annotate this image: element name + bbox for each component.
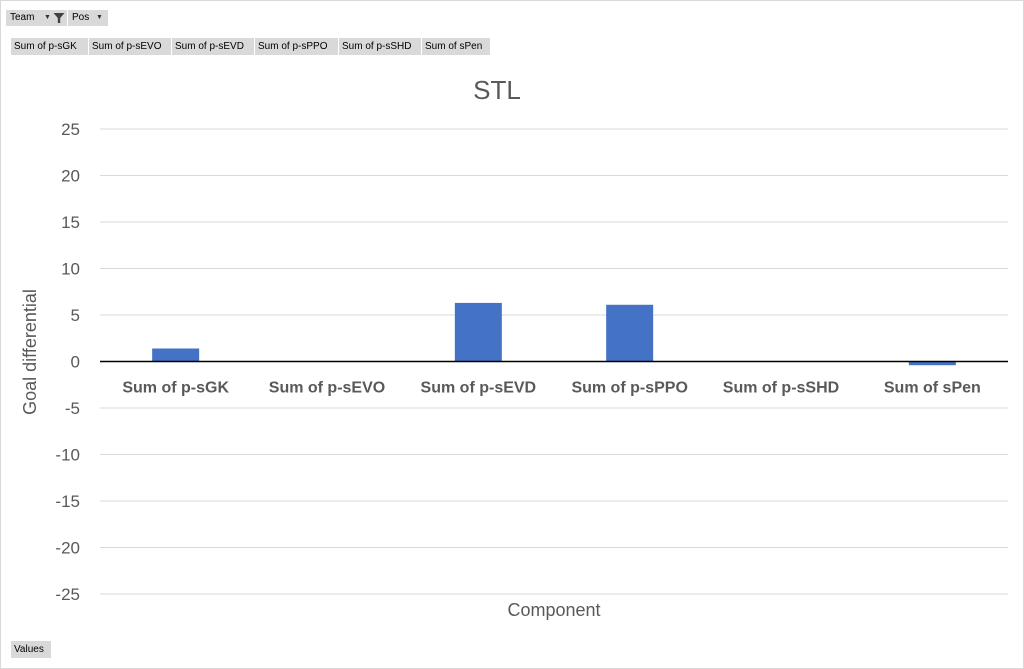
x-tick-label: Sum of p-sPPO bbox=[571, 380, 687, 397]
x-axis-label: Component bbox=[507, 600, 600, 620]
bar[interactable] bbox=[454, 302, 502, 362]
y-tick-label: -25 bbox=[55, 585, 80, 604]
y-tick-label: -5 bbox=[65, 399, 80, 418]
bar[interactable] bbox=[606, 304, 654, 362]
x-tick-label: Sum of p-sSHD bbox=[723, 380, 839, 397]
y-tick-label: 20 bbox=[61, 167, 80, 186]
value-field-button[interactable]: Sum of p-sPPO bbox=[255, 38, 338, 55]
x-axis-ticks: Sum of p-sGK Sum of p-sEVO Sum of p-sEVD Su… bbox=[122, 380, 980, 397]
pos-filter-label: Pos bbox=[72, 12, 90, 23]
y-tick-label: -10 bbox=[55, 446, 80, 465]
y-axis-ticks: 25 20 15 10 5 0 -5 -10 -15 -20 -25 bbox=[55, 120, 80, 604]
y-tick-label: 10 bbox=[61, 260, 80, 279]
team-filter-button[interactable]: Team ▼ bbox=[6, 10, 67, 26]
bar[interactable] bbox=[152, 348, 200, 362]
x-tick-label: Sum of sPen bbox=[884, 380, 981, 397]
value-field-button[interactable]: Sum of p-sEVD bbox=[172, 38, 254, 55]
grid-lines bbox=[100, 128, 1008, 595]
value-field-button[interactable]: Sum of p-sGK bbox=[11, 38, 88, 55]
team-filter-label: Team bbox=[10, 12, 35, 23]
y-tick-label: -20 bbox=[55, 539, 80, 558]
value-field-button[interactable]: Sum of p-sEVO bbox=[89, 38, 171, 55]
bar[interactable] bbox=[908, 361, 956, 366]
y-axis-label: Goal differential bbox=[20, 289, 40, 415]
filter-icon[interactable] bbox=[53, 12, 65, 24]
chevron-down-icon[interactable]: ▼ bbox=[96, 14, 103, 21]
value-field-button[interactable]: Sum of p-sSHD bbox=[339, 38, 421, 55]
pos-filter-button[interactable]: Pos ▼ bbox=[68, 10, 108, 26]
x-tick-label: Sum of p-sEVO bbox=[269, 380, 385, 397]
values-button[interactable]: Values bbox=[11, 641, 51, 658]
y-tick-label: 0 bbox=[71, 353, 80, 372]
y-tick-label: 15 bbox=[61, 213, 80, 232]
y-tick-label: 5 bbox=[71, 306, 80, 325]
values-label: Values bbox=[14, 644, 44, 655]
value-field-button[interactable]: Sum of sPen bbox=[422, 38, 490, 55]
x-tick-label: Sum of p-sGK bbox=[122, 380, 229, 397]
y-tick-label: 25 bbox=[61, 120, 80, 139]
bars bbox=[100, 302, 1008, 366]
chevron-down-icon[interactable]: ▼ bbox=[44, 14, 51, 21]
x-tick-label: Sum of p-sEVD bbox=[421, 380, 537, 397]
y-tick-label: -15 bbox=[55, 492, 80, 511]
chart-title: STL bbox=[473, 75, 521, 105]
